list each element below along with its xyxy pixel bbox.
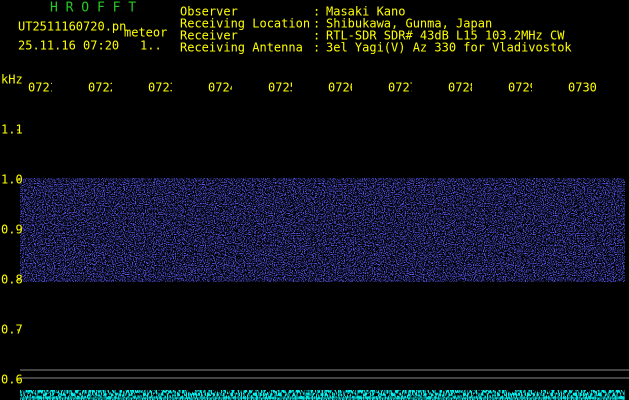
field-separator: : [313,41,320,55]
time-label: 0727 [388,81,417,95]
field-label: Receiving Antenna [180,41,303,55]
time-label: 0721 [28,81,57,95]
spectrogram-noise [20,178,625,282]
freq-label: 0.6 [1,373,23,387]
time-label-group: 0725 [268,81,297,95]
field-value: Shibukawa, Gunma, Japan [326,17,492,31]
time-label-group: 0722 [88,81,117,95]
freq-unit: kHz [1,73,23,87]
file-name: UT2511160720.pn [18,20,126,34]
time-label-group: 0730 [568,81,597,95]
field-separator: : [313,5,320,19]
freq-label: 0.9 [1,223,23,237]
field-separator: : [313,29,320,43]
time-label-group: 0724 [208,81,237,95]
field-separator: : [313,17,320,31]
axes: 0721 0722 0723 0724 0725 0726 0727 0728 0729 0730… [1,73,597,387]
time-label-group: 0727 [388,81,417,95]
time-label: 0722 [88,81,117,95]
field-label: Receiving Location [180,17,310,31]
field-label: Receiver [180,29,238,43]
time-label-group: 0726 [328,81,357,95]
time-label-group: 0728 [448,81,477,95]
time-label-group: 0729 [508,81,537,95]
time-label: 0726 [328,81,357,95]
info-fields: Observer: Masaki Kano Receiving Location: S… [180,5,572,55]
time-label: 0728 [448,81,477,95]
freq-label: 0.7 [1,323,23,337]
signal-level [20,390,625,400]
counter: 1.. [140,39,162,53]
field-value: RTL-SDR SDR# 43dB L15 103.2MHz CW [326,29,565,43]
freq-label: 1.1 [1,123,23,137]
field-value: 3el Yagi(V) Az 330 for Vladivostok [326,41,572,55]
time-label-group: 0721 [28,81,57,95]
time-label: 0729 [508,81,537,95]
time-label: 0725 [268,81,297,95]
datetime: 25.11.16 07:20 [18,39,119,53]
freq-label: 0.8 [1,273,23,287]
freq-label: 1.0 [1,173,23,187]
field-value: Masaki Kano [326,5,405,19]
field-label: Observer [180,5,238,19]
time-label: 0723 [148,81,177,95]
app-name: H R O F F T [50,1,136,16]
tag: meteor [124,26,167,40]
time-label: 0730 [568,81,597,95]
time-label: 0724 [208,81,237,95]
time-label-group: 0723 [148,81,177,95]
